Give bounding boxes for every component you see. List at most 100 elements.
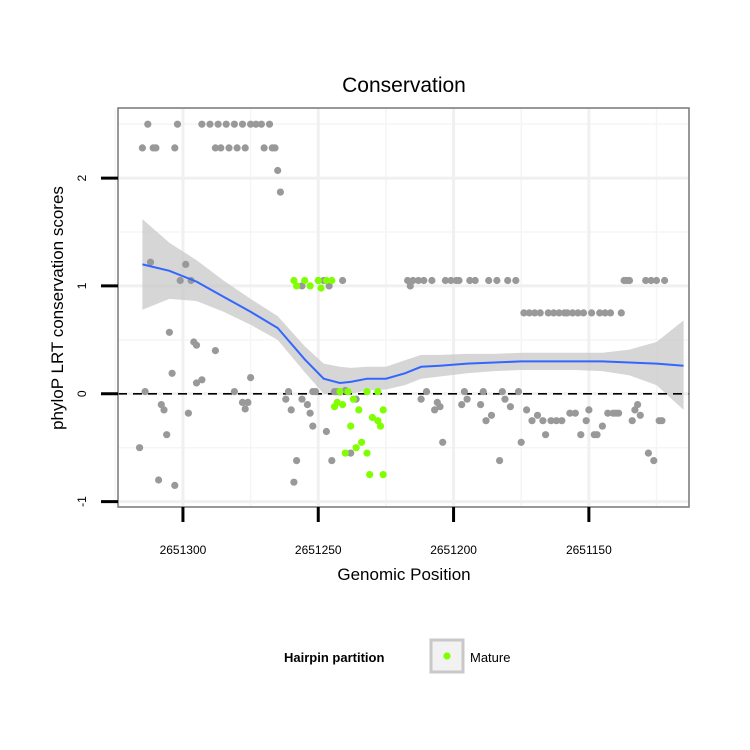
mature-point <box>344 388 352 396</box>
other-point <box>293 457 301 465</box>
mature-point <box>333 398 341 406</box>
mature-point <box>306 282 314 290</box>
other-point <box>463 395 471 403</box>
mature-point <box>339 401 347 409</box>
other-point <box>168 369 176 377</box>
other-point <box>276 188 284 196</box>
other-point <box>514 388 523 396</box>
other-point <box>290 478 298 486</box>
other-point <box>303 401 311 409</box>
other-point <box>552 417 561 425</box>
mature-point <box>341 449 349 457</box>
other-point <box>569 309 577 317</box>
y-axis-title: phyloP LRT conservation scores <box>48 186 67 430</box>
other-point <box>146 258 155 266</box>
mature-point <box>374 388 382 396</box>
mature-point <box>349 395 357 403</box>
other-point <box>322 427 330 436</box>
other-point <box>439 438 447 446</box>
chart-title: Conservation <box>342 74 466 97</box>
other-point <box>487 411 496 419</box>
other-point <box>525 309 533 317</box>
other-point <box>596 309 604 317</box>
other-point <box>601 309 609 317</box>
other-point <box>466 276 474 285</box>
other-point <box>420 276 428 285</box>
other-point <box>644 449 653 457</box>
other-point <box>482 417 490 425</box>
mature-point <box>328 276 336 285</box>
data-points <box>136 120 669 489</box>
other-point <box>436 403 444 411</box>
other-point <box>571 409 579 417</box>
other-point <box>615 409 623 417</box>
other-point <box>155 476 163 484</box>
other-point <box>574 309 582 317</box>
other-point <box>517 438 525 446</box>
other-point <box>282 395 290 403</box>
other-point <box>455 276 463 285</box>
other-point <box>441 276 449 285</box>
other-point <box>311 388 320 396</box>
mature-point <box>379 471 387 479</box>
other-point <box>471 276 479 285</box>
mature-point <box>352 444 360 452</box>
mature-point <box>317 284 325 292</box>
other-point <box>501 395 509 403</box>
y-tick-label: 2 <box>75 174 89 181</box>
other-point <box>458 401 466 409</box>
mature-point <box>355 406 363 414</box>
other-point <box>520 309 528 317</box>
other-point <box>636 411 644 419</box>
other-point <box>173 120 182 128</box>
other-point <box>606 309 615 317</box>
other-point <box>544 309 552 317</box>
other-point <box>485 276 493 285</box>
other-point <box>566 409 574 417</box>
other-point <box>523 406 531 414</box>
other-point <box>460 388 468 396</box>
mature-point <box>336 388 344 396</box>
other-point <box>171 481 179 489</box>
other-point <box>593 431 601 439</box>
other-point <box>211 144 219 152</box>
other-point <box>536 309 544 317</box>
legend-key-mature-point <box>443 652 451 660</box>
other-point <box>265 120 274 128</box>
legend: Hairpin partition Mature <box>284 638 510 674</box>
other-point <box>585 406 593 414</box>
other-point <box>247 120 255 128</box>
other-point <box>328 457 336 465</box>
other-point <box>642 276 650 285</box>
mature-point <box>322 276 330 285</box>
other-point <box>477 401 485 409</box>
other-point <box>192 341 201 349</box>
other-point <box>298 395 306 403</box>
x-axis-title: Genomic Position <box>337 565 470 584</box>
mature-point <box>358 438 366 446</box>
other-point <box>198 120 206 128</box>
other-point <box>558 417 566 425</box>
other-point <box>512 276 520 285</box>
other-point <box>650 457 658 465</box>
x-tick-label: 2651200 <box>430 543 477 557</box>
mature-point <box>290 276 298 285</box>
other-point <box>661 276 669 285</box>
other-point <box>144 120 152 128</box>
x-tick-label: 2651150 <box>566 543 612 557</box>
other-point <box>222 120 230 128</box>
other-point <box>233 144 241 152</box>
other-point <box>493 276 501 285</box>
other-point <box>563 309 571 317</box>
other-point <box>192 379 201 387</box>
other-point <box>579 309 588 317</box>
other-point <box>163 431 171 439</box>
other-point <box>238 398 247 406</box>
other-point <box>406 282 414 290</box>
other-point <box>230 388 238 396</box>
other-point <box>165 328 173 336</box>
other-point <box>211 347 219 355</box>
other-point <box>184 409 192 417</box>
other-point <box>284 388 293 396</box>
y-axis: -1 0 1 2 <box>75 174 118 507</box>
